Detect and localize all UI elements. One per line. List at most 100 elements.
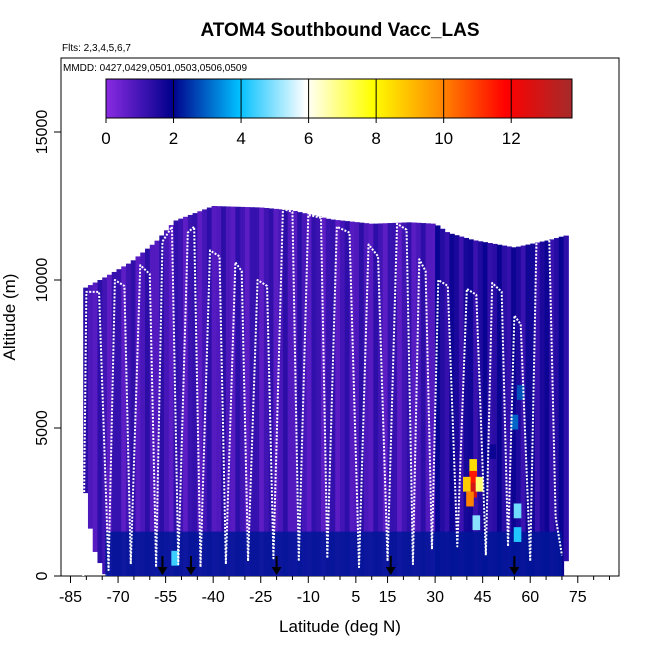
heatmap-cell [513, 503, 522, 519]
y-tick-label: 15000 [34, 110, 51, 155]
heatmap-column [173, 220, 179, 576]
colorbar-tick-label: 8 [371, 129, 380, 148]
x-tick-label: 75 [569, 589, 587, 606]
x-tick-label: 30 [426, 589, 444, 606]
y-axis-title: Altitude (m) [0, 274, 19, 361]
x-tick-label: -40 [202, 589, 225, 606]
y-tick-label: 0 [34, 571, 51, 580]
heatmap-column [235, 206, 241, 576]
heatmap-column [297, 212, 303, 576]
heatmap-column [340, 220, 346, 576]
heatmap-column [335, 220, 341, 576]
heatmap-column [554, 238, 560, 576]
dates-note: MMDD: 0427,0429,0501,0503,0506,0509 [63, 63, 247, 74]
heatmap-column [206, 207, 213, 576]
heatmap-cell [516, 385, 525, 400]
profile-arrow-head [509, 567, 520, 575]
x-tick-label: 5 [351, 589, 360, 606]
heatmap-column [492, 243, 498, 576]
heatmap-column [230, 206, 236, 576]
heatmap-column [563, 235, 569, 562]
heatmap-column [178, 218, 184, 576]
heatmap-column [354, 222, 360, 576]
heatmap-column [268, 208, 275, 576]
chart-title: ATOM4 Southbound Vacc_LAS [200, 20, 479, 41]
heatmap-cell [488, 444, 496, 460]
heatmap-column [511, 247, 517, 576]
heatmap-column [539, 241, 546, 576]
flight-profile-line [82, 207, 563, 576]
heatmap-column [102, 277, 108, 575]
heatmap-column [106, 274, 113, 576]
heatmap-column [216, 206, 222, 576]
heatmap-column [363, 223, 370, 576]
profile-arrow-head [157, 567, 168, 575]
profile-arrows-layer [157, 556, 520, 575]
heatmap-column [116, 269, 122, 576]
heatmap-column [325, 218, 332, 576]
heatmap-column [506, 246, 512, 576]
heatmap-column [183, 216, 189, 576]
colorbar-tick-label: 6 [304, 129, 313, 148]
colorbar-tick-label: 0 [101, 129, 110, 148]
heatmap-column [439, 228, 446, 576]
colorbar-ticks: 0 2 4 6 8 10 12 [101, 79, 521, 148]
colorbar-tick-label: 2 [169, 129, 178, 148]
heatmap-layer [83, 206, 569, 576]
heatmap-column [406, 222, 412, 576]
heatmap-column [544, 240, 550, 576]
heatmap-column [92, 282, 99, 552]
heatmap-column [430, 223, 436, 576]
heatmap-column [401, 222, 408, 576]
heatmap-column [225, 206, 232, 576]
heatmap-column [306, 214, 313, 576]
profile-arrow-head [185, 567, 196, 575]
heatmap-column [449, 233, 455, 576]
heatmap-column [420, 223, 427, 576]
heatmap-cell [472, 515, 481, 531]
heatmap-column [520, 245, 527, 576]
colorbar-tick-label: 10 [434, 129, 453, 148]
heatmap-column [263, 207, 270, 576]
heatmap-column [130, 260, 137, 576]
heatmap-column [273, 208, 279, 576]
heatmap-cell [463, 476, 471, 492]
heatmap-cell [475, 476, 484, 492]
heatmap-column [454, 235, 460, 576]
heatmap-column [254, 207, 260, 576]
colorbar [105, 78, 573, 119]
heatmap-column [444, 232, 450, 576]
heatmap-column [187, 214, 194, 576]
flights-note: Flts: 2,3,4,5,6,7 [62, 43, 131, 54]
profile-arrow-head [385, 567, 396, 575]
colorbar-tick-label: 12 [502, 129, 521, 148]
heatmap-column [349, 221, 355, 576]
heatmap-column [111, 271, 118, 576]
heatmap-column [249, 207, 255, 576]
heatmap-cell [510, 414, 519, 430]
heatmap-column [97, 280, 103, 564]
heatmap-column [549, 239, 555, 576]
heatmap-column [278, 209, 284, 576]
heatmap-column [259, 207, 265, 576]
heatmap-column [330, 219, 336, 576]
heatmap-column [159, 235, 165, 576]
flight-profiles-layer [82, 207, 563, 576]
heatmap-column [125, 263, 132, 576]
heatmap-column [477, 241, 484, 576]
heatmap-column [515, 246, 522, 576]
heatmap-column [240, 206, 246, 576]
heatmap-column [416, 222, 422, 576]
heatmap-cell [171, 550, 179, 566]
heatmap-cell [469, 459, 477, 474]
heatmap-cell [469, 470, 477, 486]
heatmap-column [373, 223, 379, 576]
x-tick-label: -85 [59, 589, 82, 606]
x-tick-label: 60 [521, 589, 539, 606]
heatmap-column [301, 213, 308, 576]
heatmap-column [164, 230, 170, 576]
heatmap-column [525, 244, 531, 576]
heatmap-column [468, 239, 474, 576]
x-tick-label: -70 [107, 589, 130, 606]
